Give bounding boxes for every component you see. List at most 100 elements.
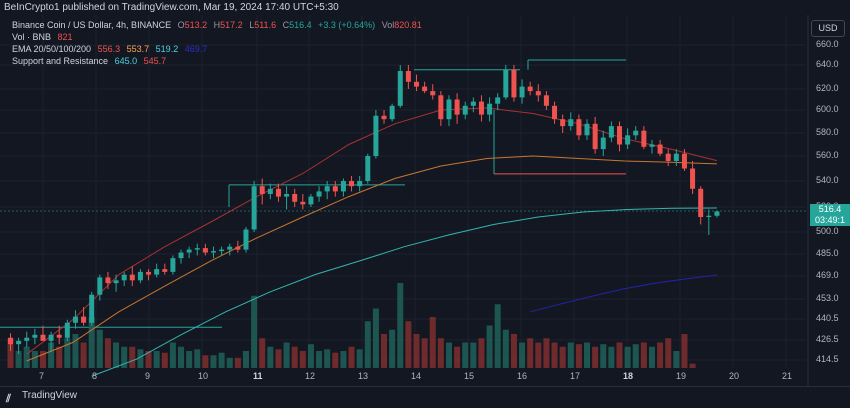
ema-indicator-label: EMA 20/50/100/200 bbox=[12, 44, 92, 54]
candle-body bbox=[154, 269, 160, 275]
legend-volume[interactable]: Vol · BNB 821 bbox=[12, 32, 77, 42]
volume-bar bbox=[608, 346, 615, 368]
volume-bar bbox=[632, 344, 639, 368]
volume-bar bbox=[657, 342, 664, 368]
candle-body bbox=[381, 115, 387, 120]
volume-bar bbox=[137, 349, 144, 368]
volume-bar bbox=[527, 338, 534, 368]
candle-body bbox=[527, 86, 533, 92]
ema50-line bbox=[26, 155, 717, 362]
candle-body bbox=[235, 246, 241, 250]
legend-ema[interactable]: EMA 20/50/100/200 556.3 553.7 519.2 469.… bbox=[12, 44, 211, 54]
candle-body bbox=[617, 126, 622, 145]
currency-button[interactable]: USD bbox=[811, 20, 845, 37]
candle-body bbox=[64, 322, 70, 338]
volume-bar bbox=[210, 355, 217, 368]
volume-bar bbox=[259, 338, 266, 368]
candle-body bbox=[146, 271, 152, 275]
candle-body bbox=[194, 248, 200, 250]
candle-body bbox=[462, 105, 468, 115]
candle-body bbox=[592, 123, 598, 150]
candle-body bbox=[698, 188, 704, 217]
candle-body bbox=[16, 340, 22, 345]
volume-bar bbox=[429, 317, 436, 368]
volume-bar bbox=[640, 342, 647, 368]
candle-body bbox=[641, 130, 647, 147]
brand-name[interactable]: TradingView bbox=[22, 390, 78, 401]
candle-body bbox=[690, 168, 696, 189]
volume-bar bbox=[31, 351, 38, 368]
volume-bar bbox=[161, 352, 168, 368]
candle-body bbox=[284, 194, 290, 197]
volume-bar bbox=[202, 355, 209, 368]
volume-bar bbox=[324, 349, 331, 368]
candle-body bbox=[657, 144, 663, 154]
date-axis-label: 17 bbox=[570, 371, 581, 381]
candle-body bbox=[446, 99, 452, 120]
current-price-value: 516.4 bbox=[818, 204, 842, 214]
candle-body bbox=[162, 269, 168, 272]
ema20-line bbox=[26, 107, 718, 355]
candle-body bbox=[681, 153, 687, 169]
volume-bar bbox=[169, 342, 176, 368]
volume-bar bbox=[592, 346, 599, 368]
date-axis-label: 14 bbox=[411, 371, 422, 381]
price-axis-label: 560.0 bbox=[816, 150, 839, 160]
volume-bar bbox=[64, 338, 71, 368]
candle-body bbox=[430, 91, 436, 96]
volume-bar bbox=[332, 352, 339, 368]
vol-indicator-label: Vol · BNB bbox=[12, 32, 52, 42]
legend-ohlc: Binance Coin / US Dollar, 4h, BINANCE O5… bbox=[12, 20, 426, 30]
candle-body bbox=[389, 105, 395, 120]
sr-indicator-label: Support and Resistance bbox=[12, 56, 109, 66]
candle-body bbox=[32, 334, 38, 338]
volume-bar bbox=[153, 351, 160, 368]
date-axis-label: 18 bbox=[623, 371, 634, 381]
candle-body bbox=[478, 101, 484, 115]
volume-bar bbox=[316, 351, 323, 368]
volume-bar bbox=[624, 346, 631, 368]
volume-bar bbox=[575, 344, 582, 368]
candle-body bbox=[251, 186, 257, 230]
volume-bar bbox=[478, 338, 485, 368]
price-axis-label: 440.5 bbox=[816, 313, 839, 323]
ema200-line bbox=[530, 274, 717, 313]
l-label: L bbox=[249, 20, 255, 30]
candle-body bbox=[170, 258, 176, 272]
candle-body bbox=[454, 99, 460, 115]
volume-bar bbox=[218, 352, 225, 368]
price-axis-label: 485.0 bbox=[816, 248, 839, 258]
date-axis-label: 8 bbox=[92, 371, 98, 381]
candle-body bbox=[113, 280, 119, 284]
volume-bar bbox=[299, 351, 306, 368]
candle-body bbox=[673, 153, 679, 161]
publisher-line: BeInCrypto1 published on TradingView.com… bbox=[4, 2, 339, 13]
candle-body bbox=[511, 69, 517, 98]
volume-bar bbox=[510, 334, 517, 368]
volume-bar bbox=[486, 325, 493, 368]
candle-body bbox=[576, 119, 582, 136]
candle-body bbox=[665, 153, 671, 161]
volume-bar bbox=[673, 351, 680, 368]
volume-bar bbox=[267, 346, 274, 368]
c-label: C bbox=[282, 20, 290, 30]
candle-body bbox=[48, 334, 54, 341]
volume-bar bbox=[242, 351, 249, 368]
candle-body bbox=[503, 69, 509, 98]
candle-body bbox=[227, 246, 233, 250]
candle-body bbox=[438, 95, 444, 120]
candle-body bbox=[308, 196, 314, 205]
legend-sr[interactable]: Support and Resistance 645.0 545.7 bbox=[12, 56, 170, 66]
price-axis-label: 500.0 bbox=[816, 226, 839, 236]
candle-body bbox=[608, 126, 614, 138]
volume-bar bbox=[56, 346, 63, 368]
volume-bar bbox=[307, 344, 314, 368]
candle-body bbox=[316, 191, 322, 197]
sr1-value: 645.0 bbox=[114, 56, 138, 66]
tradingview-logo-icon[interactable]: ⫽ bbox=[6, 393, 11, 405]
symbol-name[interactable]: Binance Coin / US Dollar, 4h, BINANCE bbox=[12, 20, 172, 30]
candle-body bbox=[535, 91, 541, 96]
volume-bar bbox=[462, 342, 469, 368]
volume-bar bbox=[567, 342, 574, 368]
